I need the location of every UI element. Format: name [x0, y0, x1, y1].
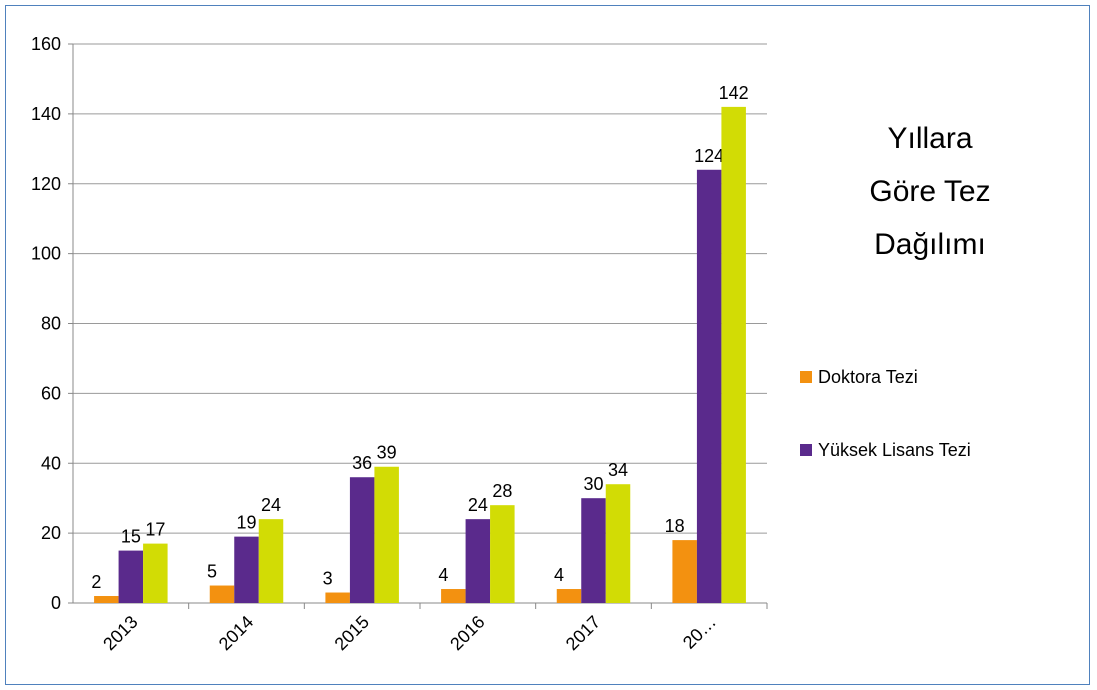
legend-swatch — [800, 444, 812, 456]
bar — [349, 477, 375, 603]
legend-swatch — [800, 371, 812, 383]
data-label: 15 — [121, 527, 141, 547]
bar — [234, 536, 259, 603]
x-tick-label: 20… — [679, 612, 720, 653]
y-tick-label: 80 — [41, 314, 61, 334]
legend-label: Doktora Tezi — [818, 367, 918, 387]
x-tick-label: 2014 — [215, 612, 257, 654]
bar — [374, 466, 399, 603]
bar — [721, 106, 746, 603]
data-label: 4 — [438, 565, 448, 585]
bar — [465, 519, 491, 603]
bar — [441, 589, 466, 603]
chart-title: Yıllara Göre Tez Dağılımı — [869, 122, 991, 261]
y-tick-label: 140 — [31, 104, 61, 124]
x-tick-label: 2015 — [331, 612, 373, 654]
y-tick-label: 0 — [51, 593, 61, 613]
data-label: 28 — [492, 481, 512, 501]
y-tick-label: 100 — [31, 244, 61, 264]
y-tick-label: 60 — [41, 383, 61, 403]
x-tick-label: 2016 — [446, 612, 488, 654]
y-tick-label: 40 — [41, 453, 61, 473]
data-label: 142 — [719, 83, 749, 103]
bar — [209, 585, 235, 603]
bar — [672, 540, 697, 603]
bar — [325, 592, 350, 603]
data-label: 30 — [583, 474, 603, 494]
bar — [605, 484, 631, 603]
bar — [143, 543, 168, 603]
data-label: 36 — [352, 453, 372, 473]
y-tick-label: 160 — [31, 34, 61, 54]
data-label: 19 — [236, 513, 256, 533]
bar — [118, 550, 144, 603]
data-label: 17 — [145, 520, 165, 540]
bar — [556, 589, 582, 603]
bar — [490, 505, 515, 603]
data-label: 2 — [91, 572, 101, 592]
y-tick-label: 120 — [31, 174, 61, 194]
x-tick-label: 2013 — [99, 612, 141, 654]
bar — [94, 596, 119, 603]
data-label: 24 — [468, 495, 488, 515]
data-label: 24 — [261, 495, 281, 515]
data-label: 18 — [665, 516, 685, 536]
data-label: 124 — [694, 146, 724, 166]
bar — [581, 498, 606, 603]
data-label: 5 — [207, 562, 217, 582]
bar — [696, 169, 722, 603]
data-label: 39 — [377, 443, 397, 463]
data-label: 3 — [323, 569, 333, 589]
data-label: 34 — [608, 460, 628, 480]
data-label: 4 — [554, 565, 564, 585]
bar — [258, 519, 284, 603]
x-tick-label: 2017 — [562, 612, 604, 654]
chart-border — [5, 5, 1090, 685]
legend-label: Yüksek Lisans Tezi — [818, 440, 971, 460]
y-tick-label: 20 — [41, 523, 61, 543]
